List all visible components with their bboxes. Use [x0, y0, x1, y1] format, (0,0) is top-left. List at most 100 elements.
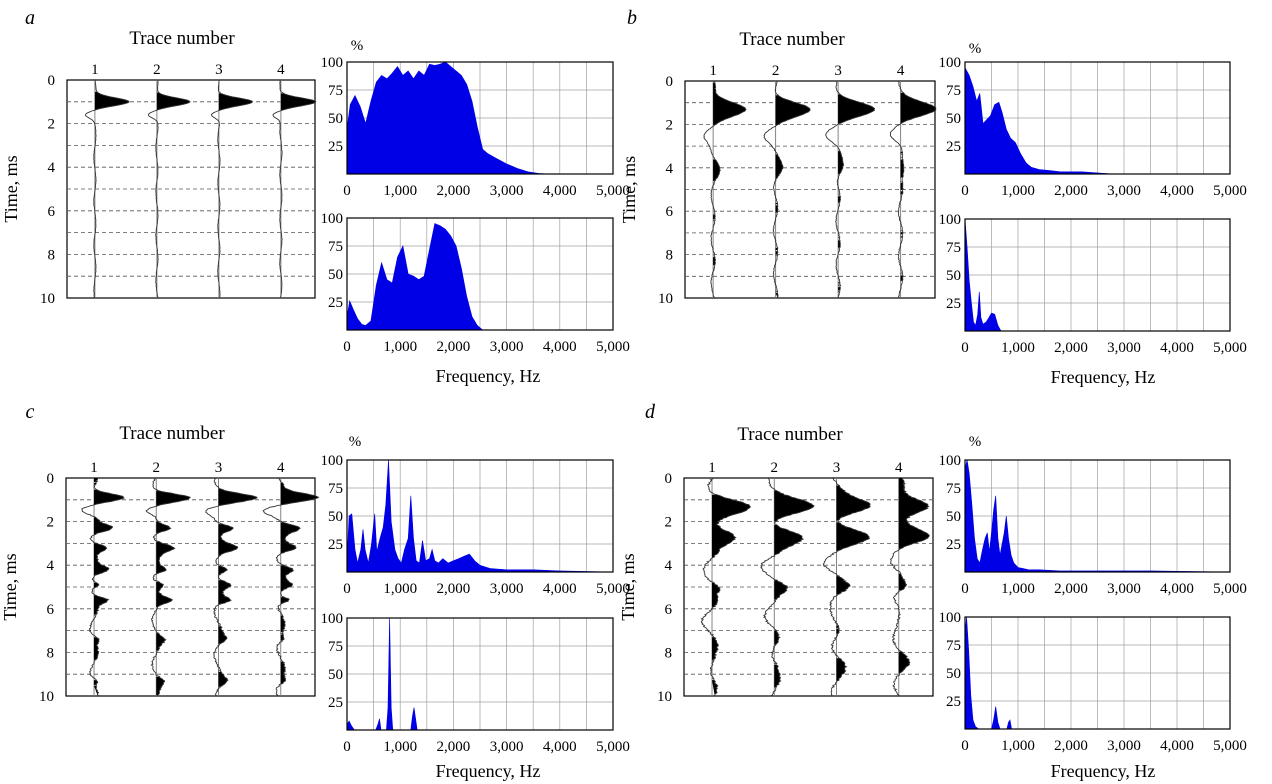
trace-number-label: 4 — [895, 460, 903, 476]
spectrum-frame — [346, 217, 614, 331]
time-tick-label: 0 — [666, 74, 674, 90]
spectrum-x-tick: 2,000 — [437, 581, 471, 597]
wavelet-lobe — [156, 676, 165, 696]
spectrum-y-tick: 75 — [328, 239, 343, 255]
spectrum-chart: 100 75 50 25 0 1,000 2,000 3,000 4,000 5,000 — [321, 211, 630, 355]
panel-label: a — [25, 7, 35, 29]
spectrum-area — [964, 616, 1230, 730]
wavelet-lobe — [94, 91, 130, 111]
trace-waveform — [763, 80, 811, 298]
wavelet-lobe — [775, 154, 783, 179]
spectrum-x-tick: 3,000 — [490, 183, 524, 199]
spectrum-x-tick: 2,000 — [1054, 738, 1088, 754]
time-tick-label: 8 — [47, 645, 55, 661]
spectrum-y-title: % — [351, 38, 364, 54]
spectrum-x-tick: 4,000 — [1160, 183, 1194, 199]
wavelet-lobe — [838, 291, 840, 293]
frequency-axis-title: Frequency, Hz — [1051, 761, 1156, 781]
seismogram: Trace number 0 2 4 6 8 10 Time, ms 1 2 3 4 — [0, 423, 320, 705]
trace-waveform — [205, 477, 258, 697]
wavelet-lobe — [712, 494, 751, 558]
spectrum-x-tick: 1,000 — [1001, 738, 1035, 754]
wavelet-lobe — [898, 573, 907, 591]
trace-number-label: 3 — [833, 460, 841, 476]
spectrum-chart: 100 75 50 25 0 1,000 2,000 3,000 4,000 5,000 — [939, 453, 1247, 597]
trace-number-label: 3 — [215, 62, 223, 78]
spectrum-y-tick: 100 — [321, 611, 344, 627]
spectrum-y-tick: 75 — [328, 639, 343, 655]
time-tick-label: 10 — [658, 291, 673, 307]
time-tick-label: 8 — [665, 645, 673, 661]
wavelet-lobe — [218, 93, 253, 111]
wavelet-lobe — [898, 651, 910, 674]
wavelet-lobe — [218, 626, 227, 644]
spectrum-y-tick: 75 — [946, 240, 961, 256]
time-axis-title: Time, ms — [618, 553, 638, 620]
wavelet-lobe — [94, 543, 109, 576]
wavelet-lobe — [838, 285, 841, 287]
spectrum-x-tick: 2,000 — [1054, 183, 1088, 199]
trace-waveform — [84, 79, 130, 299]
time-tick-label: 0 — [47, 471, 55, 487]
spectrum-y-tick: 100 — [939, 610, 962, 626]
wavelet-lobe — [900, 273, 903, 274]
time-axis-title: Time, ms — [1, 155, 21, 222]
spectrum-x-tick: 4,000 — [543, 339, 577, 355]
time-tick-label: 4 — [665, 558, 673, 574]
time-tick-label: 4 — [48, 160, 56, 176]
wavelet-lobe — [156, 92, 190, 111]
spectrum-x-tick: 3,000 — [1107, 183, 1141, 199]
wavelet-lobe — [94, 517, 113, 535]
spectrum-area — [346, 617, 613, 731]
spectrum-x-tick: 3,000 — [490, 581, 524, 597]
spectrum-x-tick: 5,000 — [1213, 340, 1247, 356]
spectrum-area — [346, 223, 613, 331]
wavelet-lobe — [838, 283, 841, 285]
wavelet-lobe — [712, 678, 714, 680]
wavelet-lobe — [218, 671, 228, 687]
seismogram-title: Trace number — [737, 424, 843, 445]
seismogram: Trace number 0 2 4 6 8 10 Time, ms 1 2 3 4 — [618, 424, 934, 705]
spectrum-x-tick: 1,000 — [1001, 581, 1035, 597]
wavelet-lobe — [836, 576, 850, 595]
trace-waveform — [760, 477, 815, 697]
panel-b: b Trace number 0 2 4 6 8 10 Time, ms 1 2 3 4% 100 75 50… — [619, 7, 1247, 387]
frequency-axis-title: Frequency, Hz — [436, 761, 541, 781]
wavelet-lobe — [775, 255, 778, 257]
spectrum-y-tick: 50 — [328, 509, 343, 525]
seismogram: Trace number 0 2 4 6 8 10 Time, ms 1 2 3 4 — [619, 29, 937, 307]
trace-waveform — [703, 80, 747, 299]
wavelet-lobe — [94, 582, 99, 588]
spectrum-x-tick: 4,000 — [1160, 738, 1194, 754]
spectrum-frame — [346, 459, 614, 573]
wavelet-lobe — [712, 582, 720, 608]
spectrum-x-tick: 4,000 — [1160, 340, 1194, 356]
trace-waveform — [81, 477, 125, 697]
trace-waveform — [700, 477, 751, 697]
spectrum-y-tick: 50 — [946, 268, 961, 284]
trace-waveform — [889, 81, 937, 299]
trace-number-label: 1 — [90, 460, 98, 476]
wavelet-lobe — [775, 95, 811, 126]
spectrum-y-tick: 50 — [946, 666, 961, 682]
frequency-axis-title: Frequency, Hz — [436, 366, 541, 386]
time-tick-label: 2 — [665, 515, 673, 531]
spectrum-x-tick: 3,000 — [490, 339, 524, 355]
spectrum-x-tick: 5,000 — [1213, 581, 1247, 597]
spectrum-y-tick: 50 — [328, 667, 343, 683]
trace-waveform — [211, 79, 253, 299]
spectrum-x-tick: 5,000 — [596, 339, 630, 355]
spectrum-frame — [964, 616, 1231, 730]
spectrum-area — [346, 61, 613, 175]
spectrum-x-tick: 0 — [343, 339, 351, 355]
spectrum-y-tick: 50 — [328, 111, 343, 127]
spectrum-chart: 100 75 50 25 0 1,000 2,000 3,000 4,000 5,000 — [321, 55, 630, 199]
spectrum-area — [346, 459, 614, 573]
spectrum-y-tick: 25 — [946, 537, 961, 553]
spectrum-frame — [964, 459, 1231, 573]
time-axis-title: Time, ms — [619, 156, 639, 223]
spectrum-x-tick: 5,000 — [596, 739, 630, 755]
spectrum-x-tick: 2,000 — [1054, 340, 1088, 356]
spectrum-frame — [964, 218, 1231, 332]
